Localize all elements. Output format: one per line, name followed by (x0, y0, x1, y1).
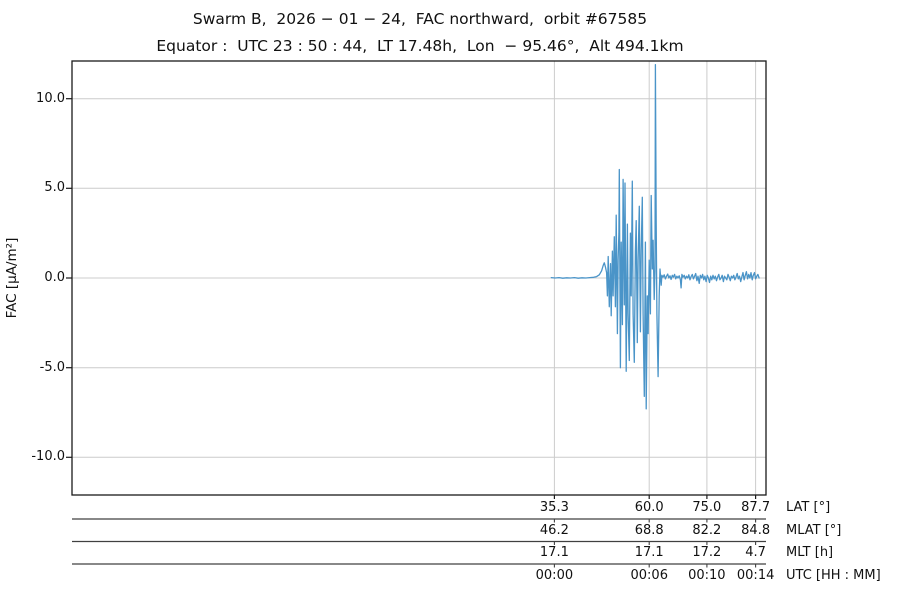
y-tick-label: 10.0 (36, 90, 65, 106)
lat-row-label: LAT [°] (786, 500, 831, 515)
mlat-tick-label: 68.8 (634, 522, 664, 538)
chart-subtitle: Equator : UTC 23 : 50 : 44, LT 17.48h, L… (156, 37, 684, 55)
lat-tick-label: 75.0 (692, 500, 722, 515)
y-tick-label: -10.0 (31, 449, 65, 465)
mlat-tick-label: 84.8 (741, 522, 771, 538)
mlt-tick-label: 4.7 (745, 545, 766, 560)
y-tick-label: 5.0 (44, 180, 65, 196)
mlt-row-label: MLT [h] (786, 545, 834, 560)
mlat-row-label: MLAT [°] (786, 522, 842, 538)
mlat-tick-label: 82.2 (692, 522, 722, 538)
y-tick-label: -5.0 (39, 359, 65, 375)
utc-tick-label: 00:06 (630, 568, 668, 583)
utc-tick-label: 00:14 (736, 568, 775, 583)
mlt-tick-label: 17.1 (634, 545, 664, 560)
mlt-tick-label: 17.1 (539, 545, 569, 560)
chart-title: Swarm B, 2026 − 01 − 24, FAC northward, … (192, 10, 648, 28)
plot-frame (71, 60, 767, 496)
lat-tick-label: 35.3 (539, 500, 569, 515)
utc-row-label: UTC [HH : MM] (786, 568, 881, 583)
lat-tick-label: 87.7 (741, 500, 771, 515)
mlt-tick-label: 17.2 (692, 545, 722, 560)
utc-tick-label: 00:10 (688, 568, 726, 583)
fac-trace (550, 63, 760, 410)
lat-tick-label: 60.0 (634, 500, 664, 515)
y-tick-label: 0.0 (44, 270, 65, 285)
mlat-tick-label: 46.2 (539, 522, 569, 538)
utc-tick-label: 00:00 (535, 568, 574, 583)
